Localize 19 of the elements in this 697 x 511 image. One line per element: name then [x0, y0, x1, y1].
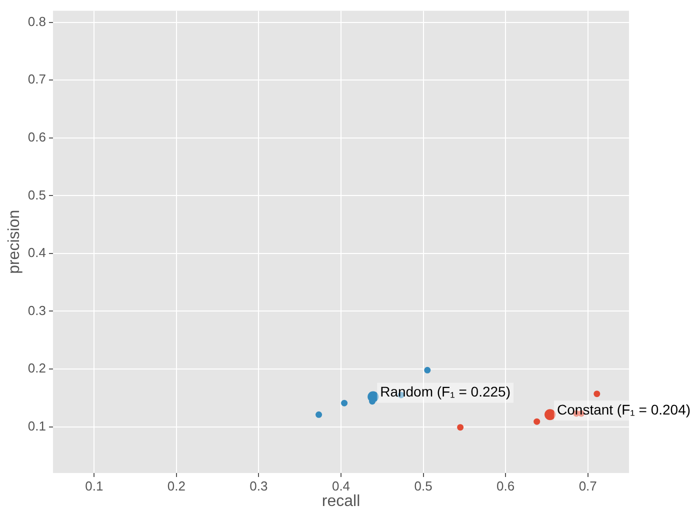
x-tick-label: 0.6 — [496, 478, 515, 494]
y-tick-label: 0.6 — [28, 129, 46, 144]
x-axis-title: recall — [322, 492, 360, 510]
x-tick-label: 0.4 — [332, 478, 350, 494]
y-tick-label: 0.4 — [28, 245, 46, 260]
y-tick-label: 0.5 — [28, 187, 46, 202]
x-tick-label: 0.7 — [578, 478, 597, 494]
y-axis-title: precision — [6, 210, 24, 274]
y-tick-label: 0.7 — [28, 72, 46, 87]
y-tick-label: 0.3 — [28, 302, 46, 318]
x-tick-label: 0.3 — [250, 478, 268, 494]
y-tick-label: 0.2 — [28, 360, 46, 376]
x-tick-label: 0.2 — [167, 478, 186, 494]
annotation: Random (F₁ = 0.225) — [380, 384, 510, 400]
y-tick-label: 0.8 — [28, 14, 46, 29]
y-tick-label: 0.1 — [28, 418, 46, 434]
x-tick-label: 0.5 — [414, 478, 432, 494]
annotation: Constant (F₁ = 0.204) — [557, 402, 691, 418]
x-tick-label: 0.1 — [85, 478, 104, 494]
